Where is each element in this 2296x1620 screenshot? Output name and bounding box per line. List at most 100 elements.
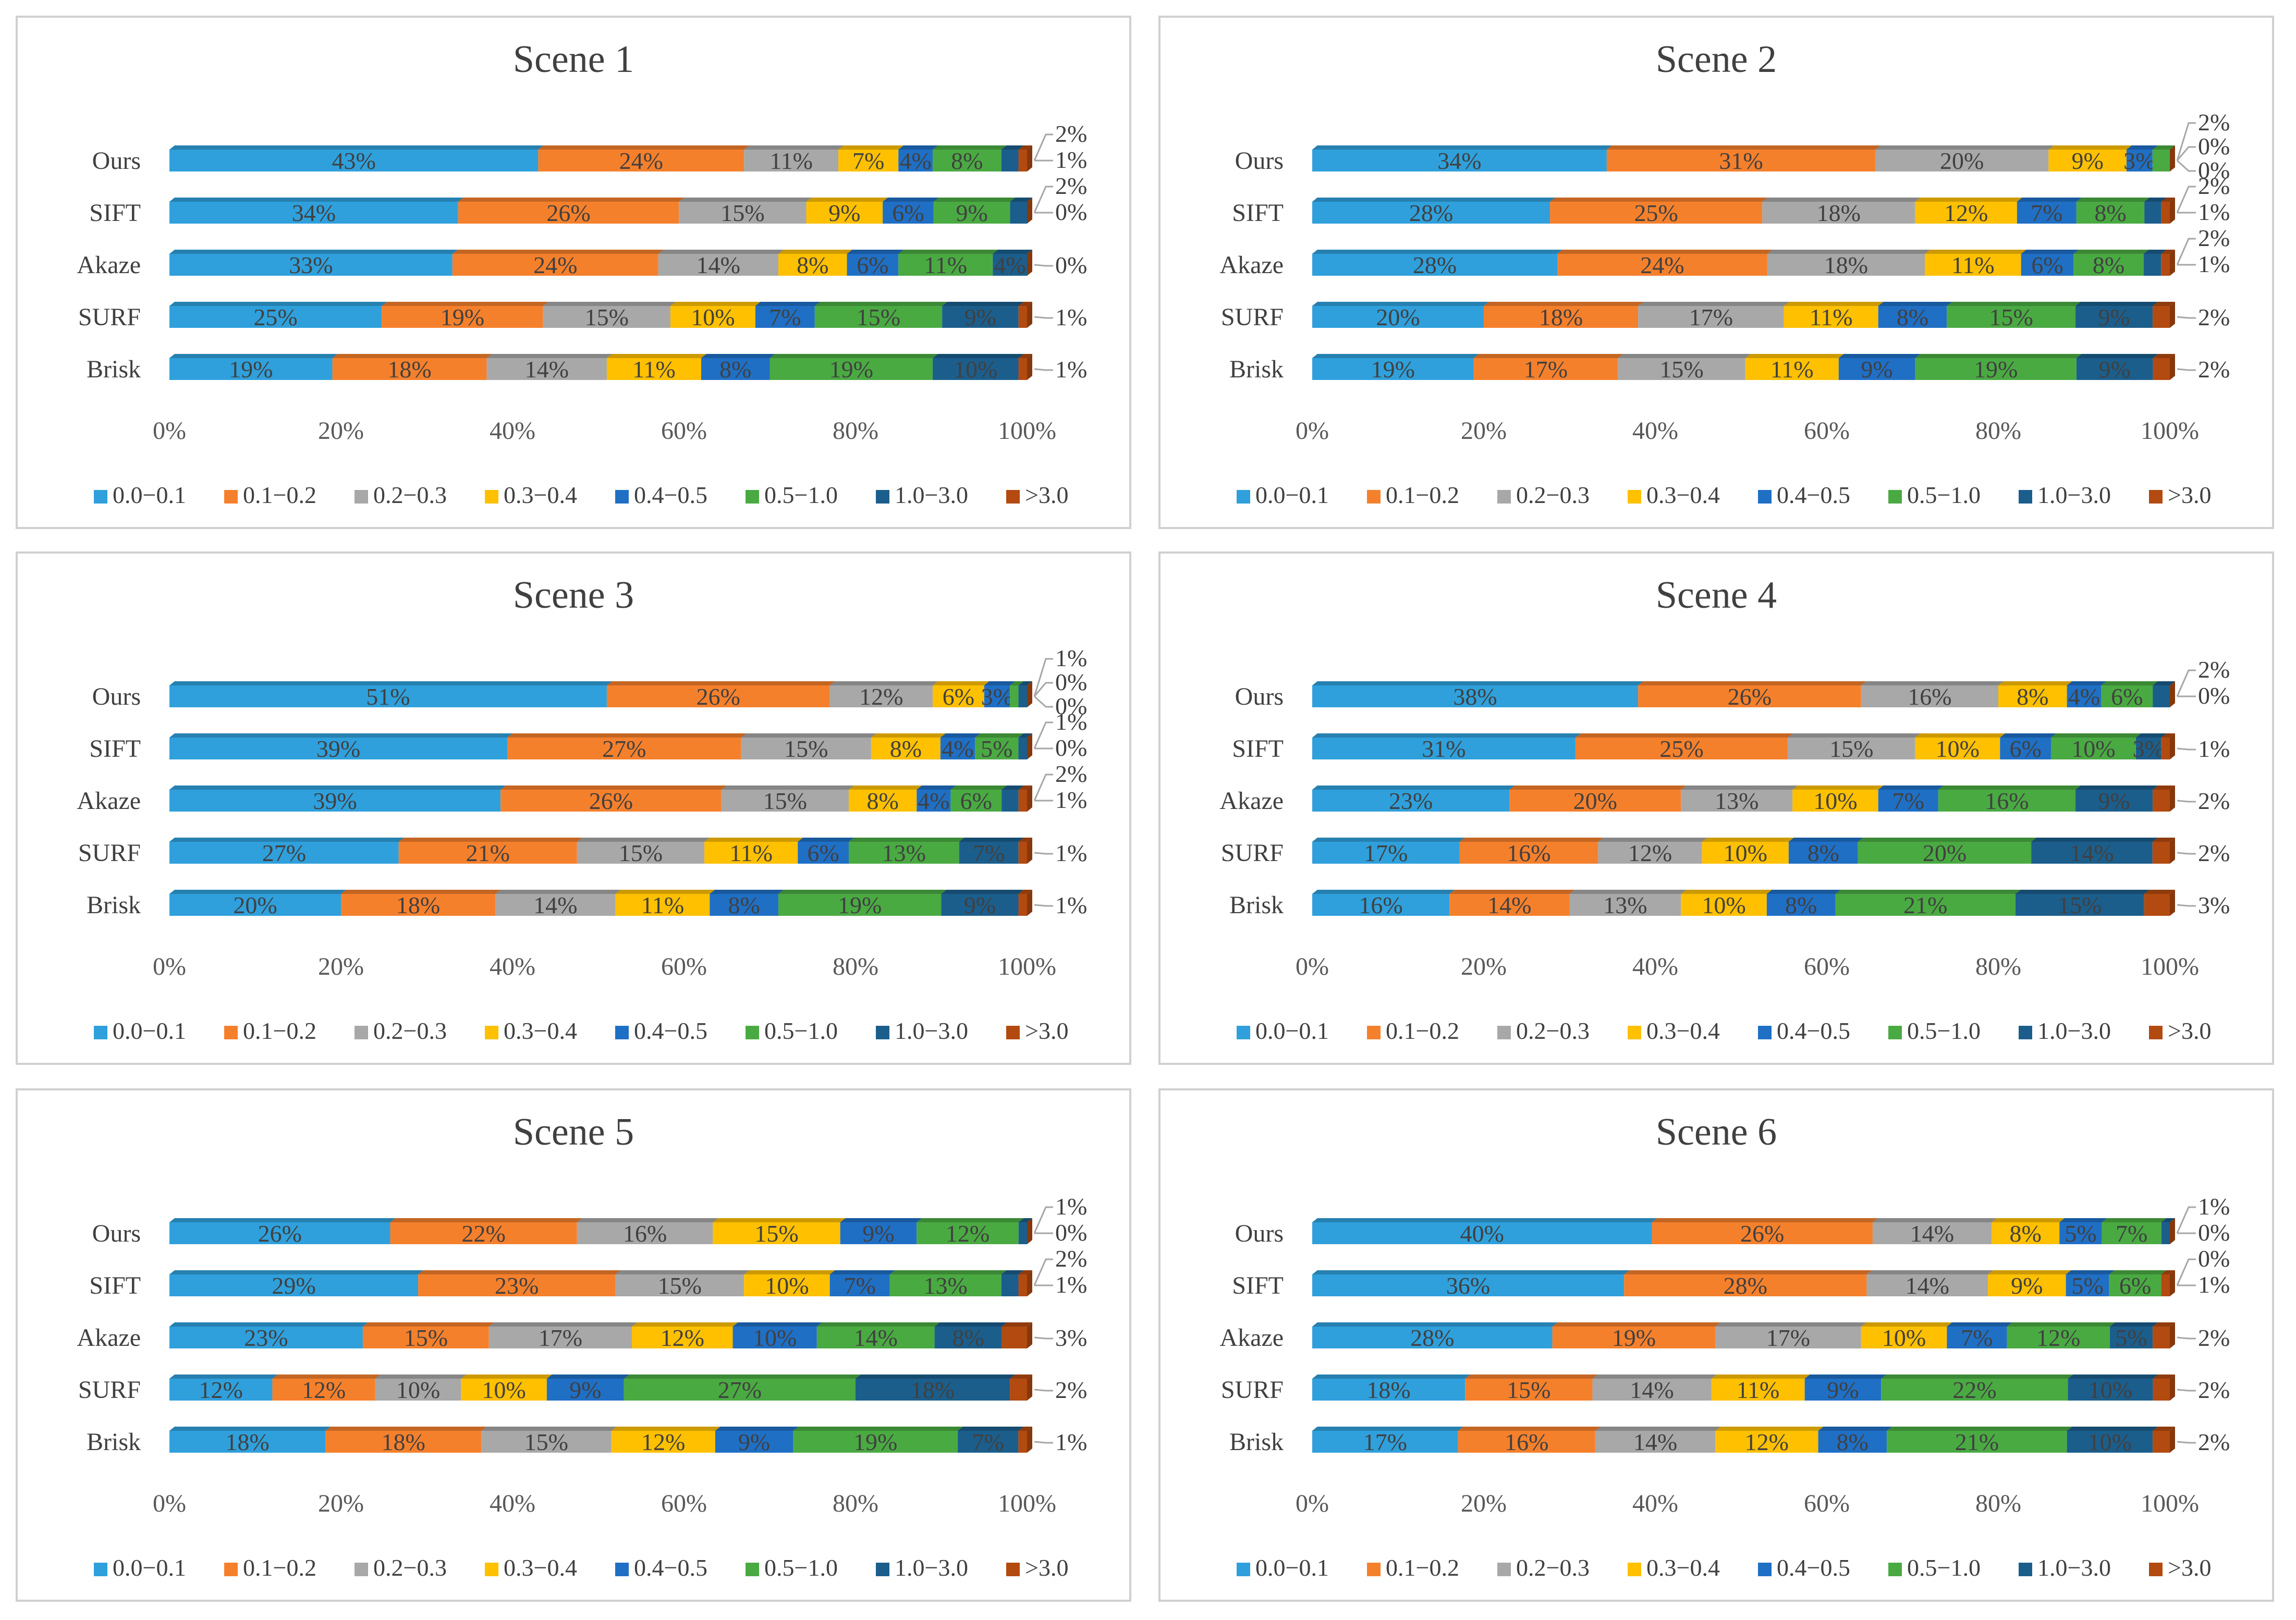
bar-segment bbox=[2161, 202, 2170, 224]
bar-segment bbox=[1606, 150, 1876, 171]
bar-segment bbox=[975, 738, 1019, 759]
legend-label: 0.0−0.1 bbox=[1255, 1017, 1329, 1044]
data-label: 8% bbox=[719, 356, 751, 383]
bar-segment bbox=[658, 254, 778, 276]
data-label: 25% bbox=[1659, 735, 1703, 762]
legend-label: >3.0 bbox=[1025, 1554, 1068, 1581]
callout-label: 0% bbox=[2198, 157, 2230, 183]
bar-segment bbox=[814, 306, 943, 328]
data-label: 16% bbox=[1985, 788, 2029, 814]
data-label: 4% bbox=[994, 252, 1025, 278]
bar-segment bbox=[2144, 894, 2170, 916]
data-label: 16% bbox=[1505, 1429, 1548, 1455]
data-label: 12% bbox=[641, 1429, 685, 1455]
data-label: 15% bbox=[404, 1324, 448, 1351]
data-label: 19% bbox=[1371, 356, 1415, 383]
bar-segment bbox=[1838, 358, 1915, 380]
data-label: 19% bbox=[838, 892, 882, 918]
bar-segment bbox=[1875, 150, 2049, 171]
data-label: 14% bbox=[1487, 892, 1531, 918]
legend-label: 1.0−3.0 bbox=[895, 1017, 968, 1044]
category-label: Brisk bbox=[1229, 1428, 1284, 1456]
bar-segment bbox=[1018, 1222, 1027, 1244]
callout-label: 1% bbox=[2198, 251, 2230, 277]
bar-segment bbox=[169, 1431, 326, 1453]
data-label: 13% bbox=[882, 840, 926, 866]
bar-segment bbox=[1312, 202, 1550, 224]
legend-label: 0.1−0.2 bbox=[1386, 1554, 1459, 1581]
bar-segment bbox=[169, 1327, 363, 1348]
bar-segment bbox=[829, 685, 933, 707]
legend-swatch bbox=[224, 1563, 238, 1576]
bar-segment bbox=[1681, 790, 1793, 812]
data-label: 8% bbox=[797, 252, 828, 278]
data-label: 11% bbox=[924, 252, 967, 278]
bar-segment bbox=[1788, 842, 1858, 864]
data-label: 9% bbox=[2098, 788, 2130, 814]
bar-segment bbox=[1835, 894, 2016, 916]
bar-segment bbox=[993, 254, 1027, 276]
bar-segment bbox=[2067, 1431, 2153, 1453]
legend-swatch bbox=[1367, 1563, 1381, 1576]
legend-swatch bbox=[224, 1026, 238, 1039]
callout-label: 2% bbox=[1055, 173, 1087, 199]
category-label: SURF bbox=[78, 1376, 141, 1404]
data-label: 6% bbox=[892, 200, 924, 226]
data-label: 10% bbox=[482, 1377, 526, 1403]
data-label: 18% bbox=[381, 1429, 425, 1455]
x-tick-label: 20% bbox=[318, 417, 364, 445]
callout-label: 0% bbox=[2198, 682, 2230, 709]
bar-segment bbox=[958, 1431, 1019, 1453]
legend-label: 0.0−0.1 bbox=[1255, 482, 1329, 508]
data-label: 15% bbox=[754, 1220, 798, 1247]
bar-segment bbox=[1861, 1327, 1947, 1348]
legend-swatch bbox=[2019, 1563, 2032, 1576]
bar-segment bbox=[1018, 150, 1027, 171]
callout-label: 2% bbox=[1055, 760, 1087, 787]
category-label: SURF bbox=[1221, 839, 1284, 867]
legend-label: 0.0−0.1 bbox=[113, 1554, 186, 1581]
data-label: 15% bbox=[1507, 1377, 1550, 1403]
bar-segment bbox=[848, 790, 917, 812]
chart-panel-scene-6: Scene 6 Ours 40% 26% 14% 8% 5% 7% 1% 0% SIFT 36% 28%… bbox=[1158, 1088, 2274, 1602]
bar-segment bbox=[1872, 1222, 1992, 1244]
legend-swatch bbox=[615, 1026, 629, 1039]
legend-swatch bbox=[615, 1563, 629, 1576]
data-label: 10% bbox=[691, 304, 735, 330]
bar-segment bbox=[816, 1327, 935, 1348]
data-label: 12% bbox=[199, 1377, 243, 1403]
data-label: 10% bbox=[1936, 735, 1980, 762]
bar-segment bbox=[2153, 685, 2170, 707]
bar-segment bbox=[418, 1274, 616, 1296]
legend-swatch bbox=[94, 1563, 107, 1576]
data-label: 34% bbox=[1437, 148, 1481, 174]
data-label: 8% bbox=[728, 892, 760, 918]
data-label: 6% bbox=[857, 252, 888, 278]
callout-label: 2% bbox=[2198, 356, 2230, 383]
bar-segment bbox=[1715, 1431, 1818, 1453]
bar-segment bbox=[2109, 1327, 2153, 1348]
legend-swatch bbox=[1497, 490, 1511, 504]
legend-swatch bbox=[355, 1563, 368, 1576]
bar-segment bbox=[1998, 685, 2067, 707]
legend-swatch bbox=[2019, 490, 2032, 504]
legend-swatch bbox=[1497, 1563, 1511, 1576]
bar-segment bbox=[778, 894, 942, 916]
callout-label: 1% bbox=[1055, 146, 1087, 173]
data-label: 15% bbox=[619, 840, 663, 866]
data-label: 9% bbox=[569, 1377, 601, 1403]
category-label: Ours bbox=[1235, 1220, 1284, 1247]
legend-label: >3.0 bbox=[1025, 1017, 1068, 1044]
x-tick-label: 0% bbox=[1296, 953, 1329, 980]
callout-label: 2% bbox=[2198, 656, 2230, 683]
category-label: SURF bbox=[78, 839, 141, 867]
category-label: Akaze bbox=[77, 1324, 141, 1352]
bar-segment bbox=[1458, 1431, 1595, 1453]
data-label: 28% bbox=[1410, 1324, 1454, 1351]
bar-segment bbox=[2153, 1327, 2170, 1348]
callout-label: 0% bbox=[1055, 669, 1087, 695]
legend-swatch bbox=[1237, 1563, 1250, 1576]
bar-segment bbox=[755, 306, 815, 328]
data-label: 18% bbox=[1817, 200, 1861, 226]
bar-segment bbox=[838, 150, 899, 171]
